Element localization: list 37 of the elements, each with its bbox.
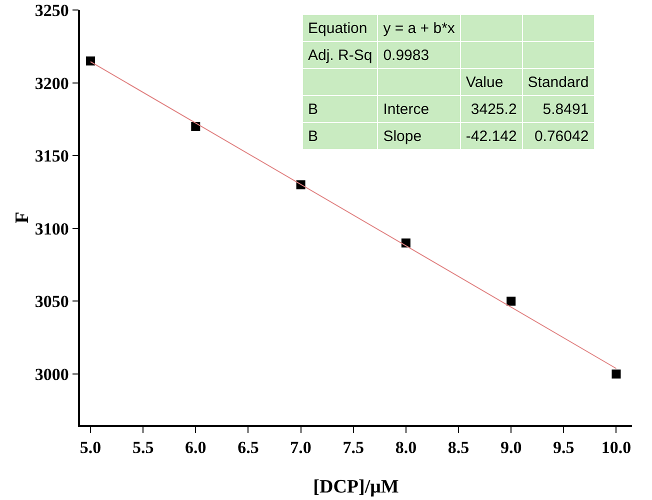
x-axis-title: [DCP]/μM [313,476,399,498]
annotation: Adj. R-Sq [302,42,378,68]
point [191,122,200,131]
y-axis-title: F [12,212,33,224]
x-tick-label: 7.0 [290,438,312,458]
point [612,370,621,379]
x-tick-label: 8.5 [448,438,470,458]
x-tick-label: 7.5 [342,438,364,458]
x-tick-label: 6.0 [185,438,206,458]
y-tick-label: 3100 [34,219,69,238]
x-tick-label: 10.0 [601,438,632,458]
y-tick-label: 3250 [34,0,69,20]
x-tick-label: 6.5 [238,438,259,458]
annotation: Equation [302,14,378,42]
annotation: y = a + b*x [378,14,460,42]
x-tick-label: 5.0 [80,438,102,458]
annotation: Value [460,68,522,96]
point [506,296,516,306]
y-tick-label: 3050 [34,292,69,312]
annotation: Standard [522,68,594,96]
x-tick-label: 8.0 [395,438,417,458]
annotation: B [302,96,378,122]
annotation: Slope [378,122,460,150]
annotation: -42.142 [460,122,522,150]
annotation: 3425.2 [460,96,522,122]
y-tick-label: 3200 [34,74,69,93]
annotation: Interce [378,96,460,122]
x-tick-label: 9.0 [500,438,522,458]
point [86,56,96,66]
annotation: B [302,122,378,150]
x-tick-label: 9.5 [553,438,574,458]
y-tick-label: 3000 [34,364,69,384]
annotation: 5.8491 [522,96,594,122]
x-tick-label: 5.5 [132,438,154,458]
annotation: 0.76042 [522,122,594,150]
annotation: 0.9983 [378,42,460,68]
y-tick-label: 3150 [34,146,69,166]
